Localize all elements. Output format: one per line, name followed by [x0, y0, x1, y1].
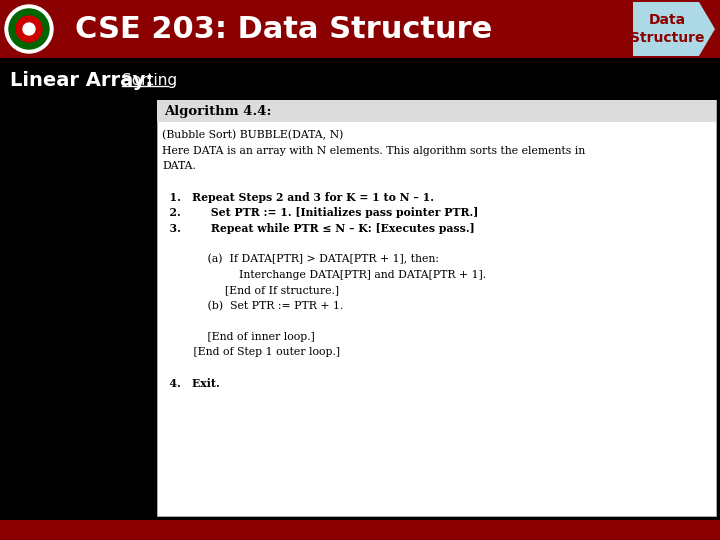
FancyBboxPatch shape: [0, 520, 720, 540]
Text: (a)  If DATA[PTR] > DATA[PTR + 1], then:: (a) If DATA[PTR] > DATA[PTR + 1], then:: [162, 254, 439, 265]
FancyBboxPatch shape: [0, 0, 720, 58]
Text: 2.        Set PTR := 1. [Initializes pass pointer PTR.]: 2. Set PTR := 1. [Initializes pass point…: [162, 207, 478, 219]
Text: 1.   Repeat Steps 2 and 3 for K = 1 to N – 1.: 1. Repeat Steps 2 and 3 for K = 1 to N –…: [162, 192, 434, 203]
Text: Algorithm 4.4:: Algorithm 4.4:: [164, 105, 271, 118]
Text: (b)  Set PTR := PTR + 1.: (b) Set PTR := PTR + 1.: [162, 300, 343, 311]
Circle shape: [16, 16, 42, 42]
Text: [End of Step 1 outer loop.]: [End of Step 1 outer loop.]: [162, 347, 340, 357]
FancyBboxPatch shape: [157, 100, 716, 516]
FancyBboxPatch shape: [157, 100, 716, 122]
Text: CSE 203: Data Structure: CSE 203: Data Structure: [75, 15, 492, 44]
Circle shape: [23, 23, 35, 35]
Text: Linear Array:: Linear Array:: [10, 71, 153, 90]
Circle shape: [5, 5, 53, 53]
Text: DATA.: DATA.: [162, 161, 196, 171]
Text: Interchange DATA[PTR] and DATA[PTR + 1].: Interchange DATA[PTR] and DATA[PTR + 1].: [162, 269, 486, 280]
Text: [End of inner loop.]: [End of inner loop.]: [162, 332, 315, 341]
Text: Here DATA is an array with N elements. This algorithm sorts the elements in: Here DATA is an array with N elements. T…: [162, 145, 585, 156]
Text: [End of If structure.]: [End of If structure.]: [162, 285, 339, 295]
Polygon shape: [633, 2, 715, 56]
Text: 4.   Exit.: 4. Exit.: [162, 378, 220, 389]
Text: 3.        Repeat while PTR ≤ N – K: [Executes pass.]: 3. Repeat while PTR ≤ N – K: [Executes p…: [162, 223, 474, 234]
Text: (Bubble Sort) BUBBLE(DATA, N): (Bubble Sort) BUBBLE(DATA, N): [162, 130, 343, 140]
Text: Sorting: Sorting: [122, 72, 177, 87]
Circle shape: [9, 9, 49, 49]
Text: Data
Structure: Data Structure: [630, 14, 704, 45]
